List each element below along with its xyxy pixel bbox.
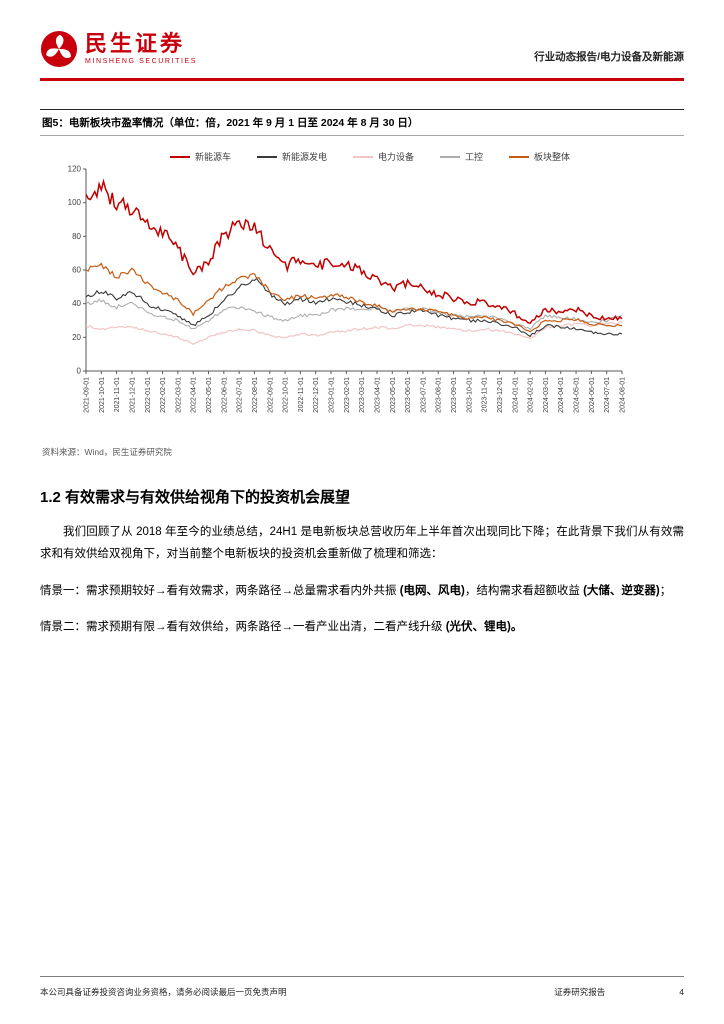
svg-text:2023-06-01: 2023-06-01 — [405, 377, 412, 413]
minsheng-logo: 民生证券 MINSHENG SECURITIES — [40, 30, 197, 68]
legend-line-swatch — [352, 155, 373, 158]
bold-text: (光伏、锂电)。 — [445, 621, 523, 634]
footer-page-number: 4 — [679, 987, 684, 997]
text: 情景二：需求预期有限→看有效供给，两条路径→一看产业出清，二看产线升级 — [40, 621, 446, 634]
text: 情景一：需求预期较好→看有效需求，两条路径→总量需求看内外共振 — [40, 584, 400, 597]
footer-disclaimer: 本公司具备证券投资咨询业务资格，请务必阅读最后一页免责声明 — [40, 987, 287, 997]
svg-text:120: 120 — [68, 165, 82, 174]
svg-text:2024-02-01: 2024-02-01 — [528, 377, 535, 413]
svg-text:0: 0 — [77, 367, 82, 376]
bold-text: (大储、逆变器) — [583, 584, 660, 597]
legend-line-swatch — [509, 155, 530, 158]
svg-text:2023-07-01: 2023-07-01 — [420, 377, 427, 413]
page-header: 民生证券 MINSHENG SECURITIES 行业动态报告/电力设备及新能源 — [40, 0, 684, 81]
svg-text:2022-04-01: 2022-04-01 — [191, 377, 198, 413]
legend-item: 电力设备 — [352, 150, 414, 163]
body-paragraph: 情景二：需求预期有限→看有效供给，两条路径→一看产业出清，二看产线升级 (光伏、… — [40, 616, 684, 638]
svg-text:2023-12-01: 2023-12-01 — [497, 377, 504, 413]
text: 我们回顾了从 2018 年至今的业绩总结，24H1 是电新板块总营收历年上半年首… — [40, 526, 684, 561]
svg-text:2021-09-01: 2021-09-01 — [84, 377, 91, 413]
legend-line-swatch — [440, 155, 460, 158]
legend-label: 工控 — [465, 152, 484, 162]
svg-text:2022-01-01: 2022-01-01 — [145, 377, 152, 413]
svg-text:2024-05-01: 2024-05-01 — [574, 377, 581, 413]
brand-text: 民生证券 MINSHENG SECURITIES — [85, 31, 198, 66]
svg-text:2024-07-01: 2024-07-01 — [604, 377, 611, 413]
svg-text:2024-01-01: 2024-01-01 — [512, 377, 519, 413]
figure-source: 资料来源：Wind，民生证券研究院 — [42, 447, 172, 457]
body-paragraph: 我们回顾了从 2018 年至今的业绩总结，24H1 是电新板块总营收历年上半年首… — [40, 521, 684, 566]
svg-text:2022-06-01: 2022-06-01 — [221, 377, 228, 413]
legend-item: 工控 — [440, 150, 483, 163]
legend-label: 电力设备 — [377, 152, 414, 162]
footer-right: 证券研究报告 4 — [554, 986, 684, 998]
legend-label: 新能源发电 — [281, 152, 327, 162]
svg-text:2022-11-01: 2022-11-01 — [298, 377, 305, 412]
svg-text:2023-02-01: 2023-02-01 — [344, 377, 351, 413]
body-paragraph: 情景一：需求预期较好→看有效需求，两条路径→总量需求看内外共振 (电网、风电)，… — [40, 580, 684, 602]
svg-text:2021-11-01: 2021-11-01 — [114, 377, 121, 412]
legend-item: 板块整体 — [509, 150, 570, 163]
svg-text:100: 100 — [68, 198, 82, 207]
svg-text:2022-03-01: 2022-03-01 — [175, 377, 182, 413]
svg-text:2023-04-01: 2023-04-01 — [374, 377, 381, 413]
legend-line-swatch — [256, 155, 277, 158]
svg-text:2023-11-01: 2023-11-01 — [482, 377, 489, 412]
section-heading: 1.2 有效需求与有效供给视角下的投资机会展望 — [40, 489, 351, 506]
svg-text:2022-07-01: 2022-07-01 — [237, 377, 244, 413]
bold-text: (电网、风电) — [399, 584, 465, 597]
legend-line-swatch — [169, 155, 190, 158]
legend-label: 板块整体 — [534, 152, 571, 162]
svg-text:20: 20 — [72, 333, 81, 342]
chart-area: 新能源车 新能源发电 电力设备 工控 板块整体 0 20 40 60 80 100 120 2021-… — [40, 136, 684, 440]
text: ，结构需求看超额收益 — [464, 584, 584, 597]
svg-text:2023-08-01: 2023-08-01 — [436, 377, 443, 413]
pe-ratio-line-chart: 0 20 40 60 80 100 120 2021-09-01 2021-10-01 2021-… — [68, 165, 627, 413]
legend-item: 新能源发电 — [256, 150, 327, 163]
svg-text:2021-10-01: 2021-10-01 — [99, 377, 106, 413]
svg-text:2024-03-01: 2024-03-01 — [543, 377, 550, 413]
svg-text:2022-12-01: 2022-12-01 — [313, 377, 320, 413]
svg-text:60: 60 — [72, 266, 81, 275]
brand-name-cn: 民生证券 — [85, 31, 186, 57]
svg-text:2023-05-01: 2023-05-01 — [390, 377, 397, 413]
svg-text:2023-09-01: 2023-09-01 — [451, 377, 458, 413]
body-text: 我们回顾了从 2018 年至今的业绩总结，24H1 是电新板块总营收历年上半年首… — [0, 521, 724, 639]
svg-text:40: 40 — [72, 299, 81, 308]
svg-text:80: 80 — [72, 232, 81, 241]
svg-text:2024-04-01: 2024-04-01 — [558, 377, 565, 413]
figure-block: 图5：电新板块市盈率情况（单位：倍，2021 年 9 月 1 日至 2024 年… — [40, 109, 684, 462]
svg-text:2023-10-01: 2023-10-01 — [466, 377, 473, 413]
footer-report-type: 证券研究报告 — [554, 987, 606, 997]
svg-text:2021-12-01: 2021-12-01 — [129, 377, 136, 413]
legend-item: 新能源车 — [169, 150, 231, 163]
svg-text:2022-10-01: 2022-10-01 — [283, 377, 290, 413]
svg-text:2022-08-01: 2022-08-01 — [252, 377, 259, 413]
svg-text:2024-06-01: 2024-06-01 — [589, 377, 596, 413]
text: ； — [659, 584, 672, 597]
brand-name-en: MINSHENG SECURITIES — [85, 58, 198, 66]
svg-text:2022-09-01: 2022-09-01 — [267, 377, 274, 413]
chart-legend: 新能源车 新能源发电 电力设备 工控 板块整体 — [56, 150, 684, 163]
legend-label: 新能源车 — [194, 152, 231, 162]
svg-text:2024-08-01: 2024-08-01 — [620, 377, 627, 413]
figure-title: 图5：电新板块市盈率情况（单位：倍，2021 年 9 月 1 日至 2024 年… — [40, 109, 684, 136]
minsheng-logo-icon — [40, 30, 78, 68]
svg-text:2023-01-01: 2023-01-01 — [329, 377, 336, 413]
report-category: 行业动态报告/电力设备及新能源 — [534, 51, 684, 63]
svg-text:2023-03-01: 2023-03-01 — [359, 377, 366, 413]
page-footer: 本公司具备证券投资咨询业务资格，请务必阅读最后一页免责声明 证券研究报告 4 — [40, 976, 684, 998]
svg-text:2022-05-01: 2022-05-01 — [206, 377, 213, 413]
svg-text:2022-02-01: 2022-02-01 — [160, 377, 167, 413]
